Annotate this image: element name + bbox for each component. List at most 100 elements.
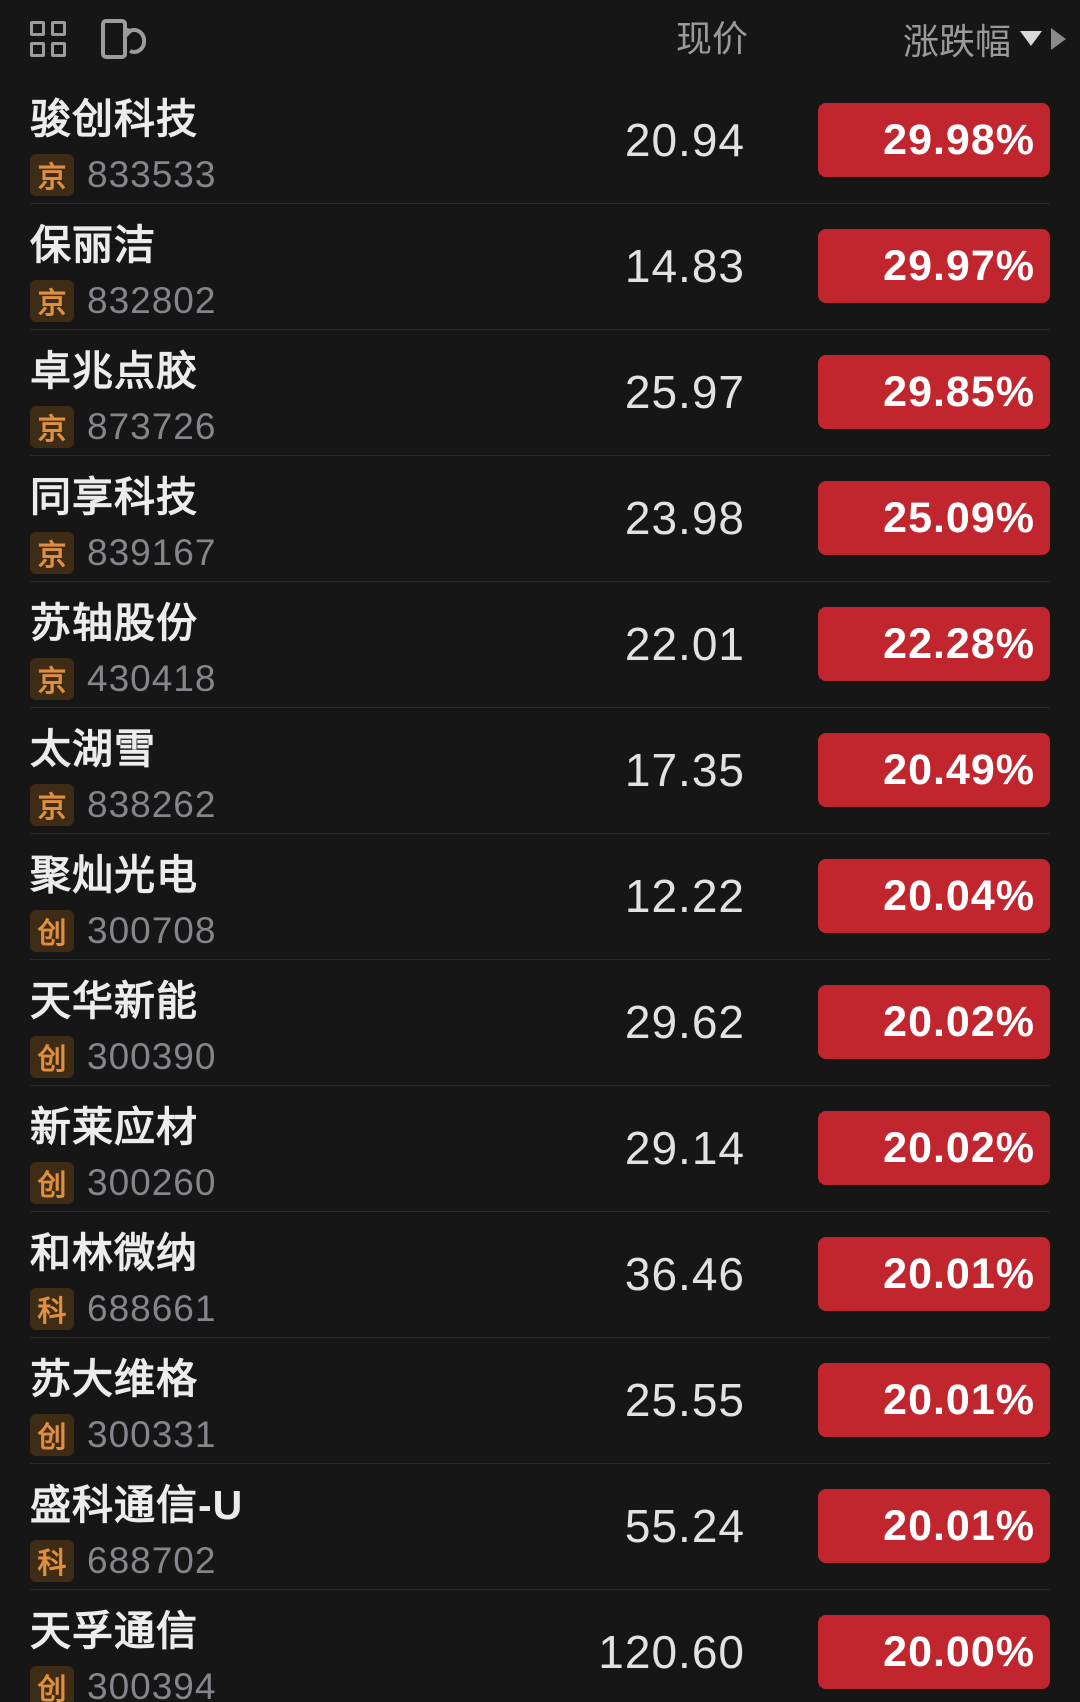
change-percent-badge[interactable]: 20.04% <box>818 859 1050 933</box>
stock-list: 骏创科技 京 833533 20.94 29.98% 保丽洁 京 832802 … <box>0 77 1080 1702</box>
stock-name: 天华新能 <box>30 977 198 1024</box>
stock-info: 盛科通信-U 科 688702 <box>30 1471 505 1582</box>
stock-code-line: 京 833533 <box>30 153 505 196</box>
stock-info: 天华新能 创 300390 <box>30 967 505 1078</box>
stock-code: 300331 <box>87 1413 217 1455</box>
change-percent-badge[interactable]: 25.09% <box>818 481 1050 555</box>
stock-name: 卓兆点胶 <box>30 347 198 394</box>
current-price: 55.24 <box>624 1500 745 1552</box>
market-type-badge: 京 <box>30 279 74 322</box>
switch-view-icon[interactable] <box>100 17 146 61</box>
stock-row[interactable]: 太湖雪 京 838262 17.35 20.49% <box>0 707 1080 833</box>
stock-info: 苏大维格 创 300331 <box>30 1345 505 1456</box>
stock-code: 300390 <box>87 1035 217 1077</box>
current-price: 29.14 <box>624 1122 745 1174</box>
stock-info: 苏轴股份 京 430418 <box>30 589 505 700</box>
stock-info: 聚灿光电 创 300708 <box>30 841 505 952</box>
current-price: 25.97 <box>624 366 745 418</box>
change-percent-badge[interactable]: 20.02% <box>818 1111 1050 1185</box>
column-header-change-label: 涨跌幅 <box>902 20 1011 62</box>
market-type-badge: 创 <box>30 909 74 952</box>
stock-row[interactable]: 苏大维格 创 300331 25.55 20.01% <box>0 1337 1080 1463</box>
list-header: 现价 涨跌幅 <box>0 0 1080 77</box>
market-type-badge: 京 <box>30 783 74 826</box>
current-price: 17.35 <box>624 744 745 796</box>
stock-code-line: 创 300708 <box>30 909 505 952</box>
stock-row[interactable]: 苏轴股份 京 430418 22.01 22.28% <box>0 581 1080 707</box>
change-percent-badge[interactable]: 22.28% <box>818 607 1050 681</box>
market-type-badge: 创 <box>30 1665 74 1702</box>
market-type-badge: 京 <box>30 153 74 196</box>
current-price: 22.01 <box>624 618 745 670</box>
stock-row[interactable]: 卓兆点胶 京 873726 25.97 29.85% <box>0 329 1080 455</box>
expand-right-icon[interactable] <box>1051 27 1066 50</box>
change-percent-badge[interactable]: 20.01% <box>818 1489 1050 1563</box>
stock-code-line: 京 832802 <box>30 279 505 322</box>
stock-name: 和林微纳 <box>30 1229 198 1276</box>
stock-code-line: 创 300331 <box>30 1413 505 1456</box>
stock-name: 骏创科技 <box>30 95 198 142</box>
stock-info: 天孚通信 创 300394 <box>30 1597 505 1702</box>
stock-row[interactable]: 聚灿光电 创 300708 12.22 20.04% <box>0 833 1080 959</box>
stock-code: 832802 <box>87 279 217 321</box>
stock-code-line: 创 300390 <box>30 1035 505 1078</box>
current-price: 36.46 <box>624 1248 745 1300</box>
change-percent-badge[interactable]: 20.00% <box>818 1615 1050 1689</box>
column-header-change[interactable]: 涨跌幅 <box>903 0 1066 77</box>
stock-code-line: 京 838262 <box>30 783 505 826</box>
current-price: 25.55 <box>624 1374 745 1426</box>
stock-info: 同享科技 京 839167 <box>30 463 505 574</box>
stock-row[interactable]: 同享科技 京 839167 23.98 25.09% <box>0 455 1080 581</box>
change-percent-badge[interactable]: 29.85% <box>818 355 1050 429</box>
stock-name: 同享科技 <box>30 473 198 520</box>
stock-code: 839167 <box>87 531 217 573</box>
market-type-badge: 京 <box>30 657 74 700</box>
stock-code: 300394 <box>87 1665 217 1702</box>
stock-info: 新莱应材 创 300260 <box>30 1093 505 1204</box>
stock-row[interactable]: 天孚通信 创 300394 120.60 20.00% <box>0 1589 1080 1702</box>
stock-row[interactable]: 保丽洁 京 832802 14.83 29.97% <box>0 203 1080 329</box>
stock-info: 卓兆点胶 京 873726 <box>30 337 505 448</box>
stock-row[interactable]: 骏创科技 京 833533 20.94 29.98% <box>0 77 1080 203</box>
stock-row[interactable]: 盛科通信-U 科 688702 55.24 20.01% <box>0 1463 1080 1589</box>
stock-name: 盛科通信-U <box>30 1481 244 1528</box>
stock-row[interactable]: 新莱应材 创 300260 29.14 20.02% <box>0 1085 1080 1211</box>
stock-row[interactable]: 和林微纳 科 688661 36.46 20.01% <box>0 1211 1080 1337</box>
market-type-badge: 创 <box>30 1413 74 1456</box>
market-type-badge: 京 <box>30 531 74 574</box>
change-percent-badge[interactable]: 29.97% <box>818 229 1050 303</box>
current-price: 14.83 <box>624 240 745 292</box>
market-type-badge: 科 <box>30 1539 74 1582</box>
stock-code: 300708 <box>87 909 217 951</box>
stock-code-line: 京 873726 <box>30 405 505 448</box>
stock-code-line: 京 839167 <box>30 531 505 574</box>
current-price: 12.22 <box>624 870 745 922</box>
grid-layout-icon[interactable] <box>30 20 66 57</box>
stock-code-line: 创 300260 <box>30 1161 505 1204</box>
market-type-badge: 创 <box>30 1161 74 1204</box>
stock-name: 天孚通信 <box>30 1607 198 1654</box>
stock-row[interactable]: 天华新能 创 300390 29.62 20.02% <box>0 959 1080 1085</box>
stock-name: 新莱应材 <box>30 1103 198 1150</box>
current-price: 29.62 <box>624 996 745 1048</box>
stock-code: 688702 <box>87 1539 217 1581</box>
stock-code: 873726 <box>87 405 217 447</box>
stock-code: 430418 <box>87 657 217 699</box>
stock-name: 苏大维格 <box>30 1355 198 1402</box>
stock-name: 聚灿光电 <box>30 851 198 898</box>
column-header-price[interactable]: 现价 <box>675 18 748 59</box>
stock-info: 保丽洁 京 832802 <box>30 211 505 322</box>
change-percent-badge[interactable]: 20.01% <box>818 1363 1050 1437</box>
stock-name: 保丽洁 <box>30 221 156 268</box>
stock-code: 838262 <box>87 783 217 825</box>
sort-descending-icon <box>1020 31 1042 46</box>
market-type-badge: 科 <box>30 1287 74 1330</box>
stock-code-line: 科 688702 <box>30 1539 505 1582</box>
change-percent-badge[interactable]: 20.01% <box>818 1237 1050 1311</box>
stock-code-line: 京 430418 <box>30 657 505 700</box>
change-percent-badge[interactable]: 29.98% <box>818 103 1050 177</box>
change-percent-badge[interactable]: 20.02% <box>818 985 1050 1059</box>
change-percent-badge[interactable]: 20.49% <box>818 733 1050 807</box>
stock-info: 骏创科技 京 833533 <box>30 85 505 196</box>
